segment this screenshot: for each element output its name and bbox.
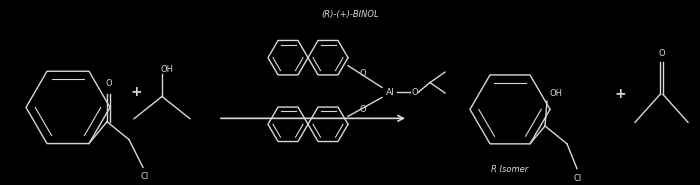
Text: Cl: Cl (574, 174, 582, 183)
Text: OH: OH (160, 65, 174, 74)
Text: O: O (360, 105, 366, 114)
Text: Cl: Cl (141, 172, 149, 181)
Text: OH: OH (549, 89, 562, 98)
Text: O: O (412, 88, 419, 97)
Text: R Isomer: R Isomer (491, 165, 528, 174)
Text: O: O (106, 79, 112, 88)
Text: +: + (614, 88, 626, 102)
Text: O: O (360, 69, 366, 78)
Text: +: + (131, 85, 142, 99)
Text: Al: Al (386, 88, 394, 97)
Text: O: O (659, 49, 665, 58)
Text: (R)-(+)-BINOL: (R)-(+)-BINOL (321, 10, 379, 19)
